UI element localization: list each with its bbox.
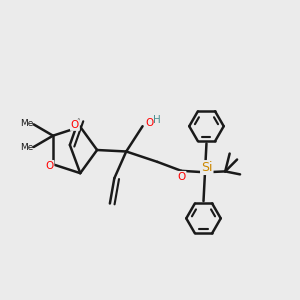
Text: O: O <box>177 172 186 182</box>
Text: O: O <box>71 120 79 130</box>
Text: H: H <box>153 115 160 125</box>
Text: Me: Me <box>20 119 34 128</box>
Text: Me: Me <box>20 143 34 152</box>
Text: Si: Si <box>201 161 212 174</box>
Text: O: O <box>45 161 54 171</box>
Text: O: O <box>145 118 153 128</box>
